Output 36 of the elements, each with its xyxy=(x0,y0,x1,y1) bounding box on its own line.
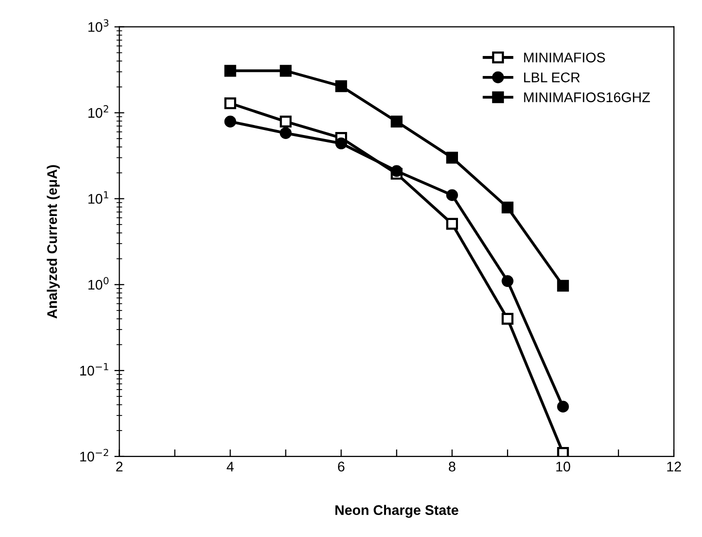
x-tick-label: 12 xyxy=(667,462,681,472)
point xyxy=(446,189,458,202)
legend-label: MINIMAFIOS16GHZ xyxy=(524,92,650,102)
point xyxy=(446,218,458,230)
x-tick-label: 6 xyxy=(338,462,344,472)
point xyxy=(502,202,514,214)
point xyxy=(224,97,236,110)
y-axis-title: Analyzed Current (eμA) xyxy=(46,165,60,318)
y-tick-label: 10$^{1}$ xyxy=(88,191,108,204)
x-tick-label: 8 xyxy=(448,462,456,472)
legend-label: LBL ECR xyxy=(524,72,580,82)
x-tick-label: 2 xyxy=(116,462,123,472)
x-axis-title: Neon Charge State xyxy=(335,504,458,518)
y-tick-label: 10$^{−1}$ xyxy=(80,363,108,376)
y-tick-label: 10$^{3}$ xyxy=(88,19,108,32)
point xyxy=(446,152,458,164)
point xyxy=(335,80,348,92)
point xyxy=(224,116,236,128)
point xyxy=(557,280,569,292)
point xyxy=(502,312,514,325)
point xyxy=(557,400,569,413)
y-tick-label: 10$^{−2}$ xyxy=(80,448,108,462)
point xyxy=(280,116,292,128)
x-tick-label: 10 xyxy=(556,462,570,472)
point xyxy=(502,275,514,287)
x-tick-label: 4 xyxy=(226,462,234,472)
point xyxy=(224,64,236,77)
legend-label: MINIMAFIOS xyxy=(524,52,605,62)
point xyxy=(390,116,403,128)
point xyxy=(390,165,403,177)
point xyxy=(280,127,292,139)
point xyxy=(557,446,569,456)
y-tick-label: 10$^{2}$ xyxy=(88,105,108,118)
point xyxy=(335,138,348,150)
point xyxy=(280,64,292,77)
y-tick-label: 10$^{0}$ xyxy=(88,277,109,290)
